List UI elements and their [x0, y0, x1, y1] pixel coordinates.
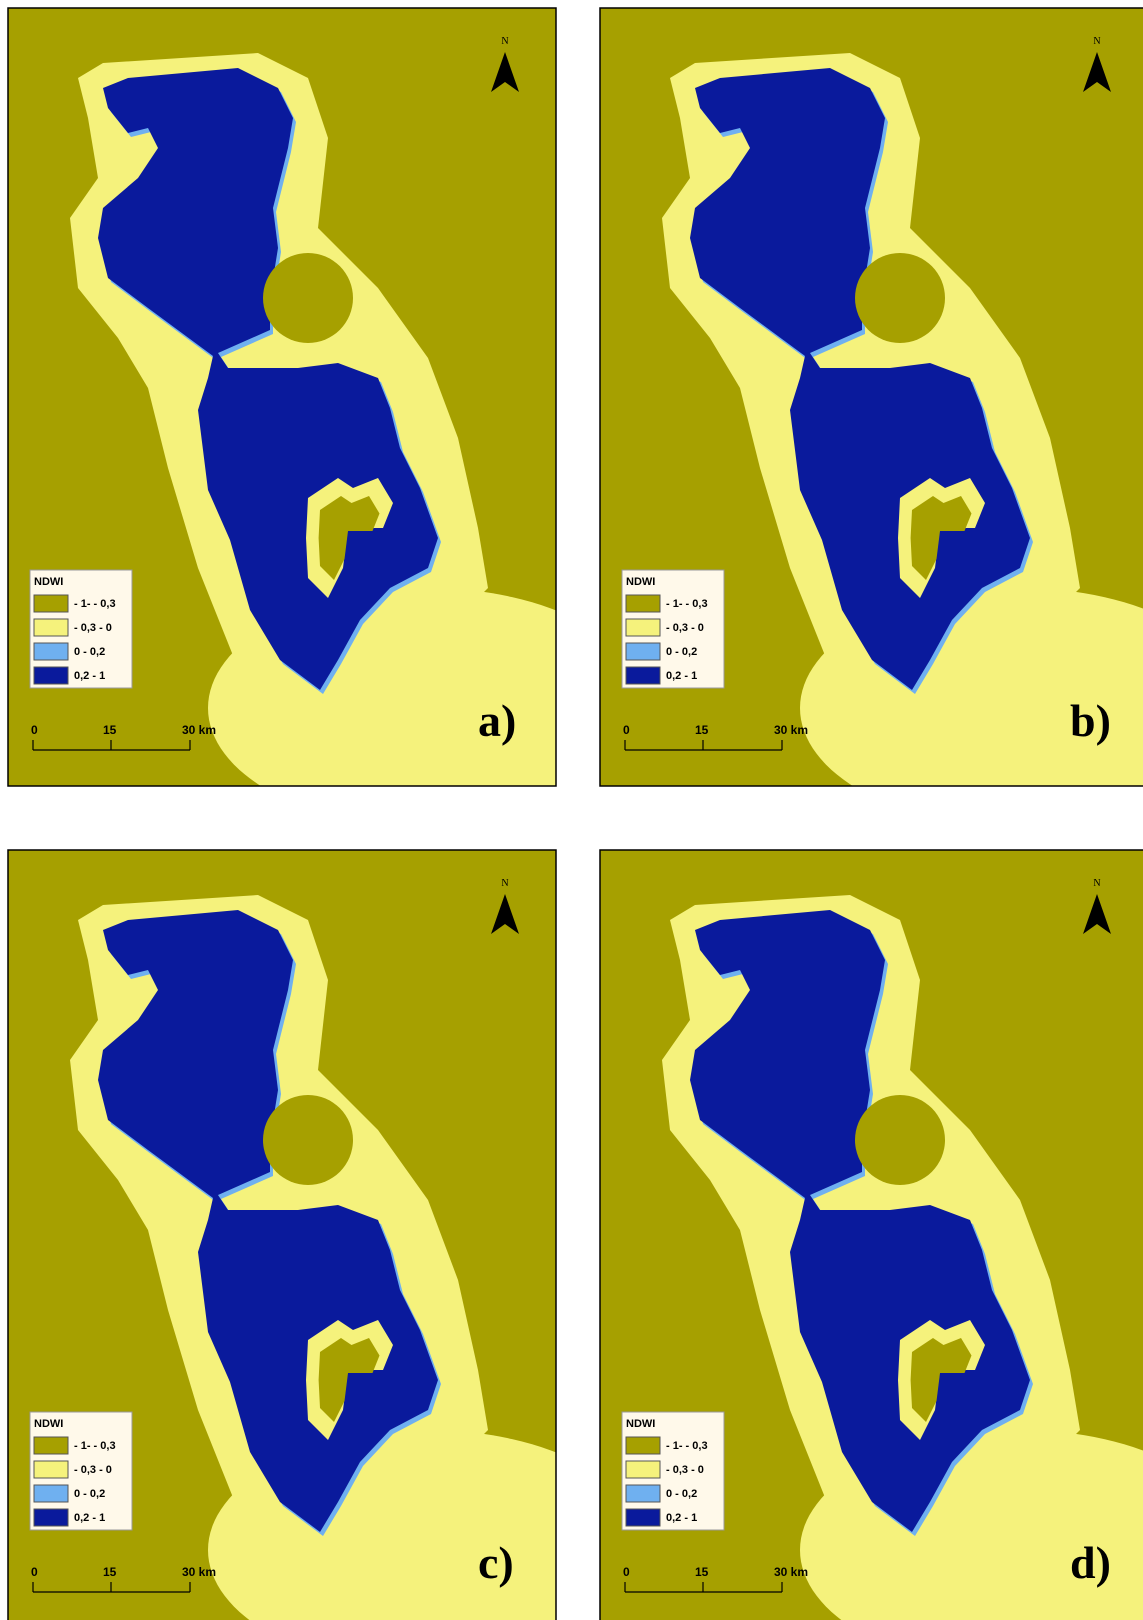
- scale-label: 30 km: [774, 1565, 808, 1579]
- legend-swatch: [33, 594, 69, 613]
- panel-label: d): [1070, 1537, 1111, 1588]
- map-content: [600, 8, 1143, 786]
- north-arrow: [1083, 52, 1111, 92]
- map-panel: N NDWI - 1- - 0,3 - 0,3 - 0 0 - 0,2 0,2 - 1 0 1…: [7, 7, 557, 787]
- legend-swatch: [33, 666, 69, 685]
- legend-swatch: [625, 1508, 661, 1527]
- legend-swatch: [625, 1436, 661, 1455]
- legend-label: 0 - 0,2: [74, 646, 105, 658]
- legend-label: 0,2 - 1: [74, 1512, 105, 1524]
- legend-label: 0,2 - 1: [666, 670, 697, 682]
- legend-label: 0,2 - 1: [666, 1512, 697, 1524]
- legend-swatch: [625, 642, 661, 661]
- panel-label: c): [478, 1537, 514, 1588]
- map-panel: N NDWI - 1- - 0,3 - 0,3 - 0 0 - 0,2 0,2 - 1 0 1…: [599, 7, 1143, 787]
- legend: NDWI - 1- - 0,3 - 0,3 - 0 0 - 0,2 0,2 - 1: [29, 569, 133, 689]
- island-core: [318, 496, 380, 580]
- lake: [690, 910, 1030, 1532]
- frame: [599, 7, 1143, 787]
- north-label: N: [1093, 36, 1100, 47]
- legend-title: NDWI: [34, 1418, 63, 1430]
- legend-label: - 1- - 0,3: [666, 598, 708, 610]
- legend-swatch: [33, 618, 69, 637]
- scale-label: 0: [623, 1565, 630, 1579]
- legend-label: 0 - 0,2: [666, 1488, 697, 1500]
- legend-swatch: [33, 1508, 69, 1527]
- legend-label: 0 - 0,2: [666, 646, 697, 658]
- legend-swatch: [625, 618, 661, 637]
- north-label: N: [501, 36, 508, 47]
- scale-label: 30 km: [182, 1565, 216, 1579]
- map-content: [8, 8, 556, 786]
- island-core: [910, 496, 972, 580]
- legend-swatch: [33, 1484, 69, 1503]
- legend-title: NDWI: [34, 576, 63, 588]
- scale-label: 15: [695, 723, 709, 737]
- lake: [690, 68, 1030, 690]
- scale-label: 15: [695, 1565, 709, 1579]
- panel-label: b): [1070, 695, 1111, 746]
- legend-label: - 1- - 0,3: [74, 598, 116, 610]
- legend: NDWI - 1- - 0,3 - 0,3 - 0 0 - 0,2 0,2 - 1: [29, 1411, 133, 1531]
- scale-label: 15: [103, 723, 117, 737]
- map-panel: N NDWI - 1- - 0,3 - 0,3 - 0 0 - 0,2 0,2 - 1 0 1…: [7, 849, 557, 1620]
- east-island: [855, 253, 945, 343]
- north-arrow: [491, 894, 519, 934]
- legend-swatch: [33, 1460, 69, 1479]
- lake: [98, 68, 438, 690]
- scale-label: 30 km: [182, 723, 216, 737]
- legend-title: NDWI: [626, 576, 655, 588]
- legend-label: 0 - 0,2: [74, 1488, 105, 1500]
- legend: NDWI - 1- - 0,3 - 0,3 - 0 0 - 0,2 0,2 - 1: [621, 569, 725, 689]
- legend-label: - 0,3 - 0: [74, 1464, 112, 1476]
- north-label: N: [501, 878, 508, 889]
- legend-label: - 0,3 - 0: [666, 1464, 704, 1476]
- island-core: [910, 1338, 972, 1422]
- legend-label: 0,2 - 1: [74, 670, 105, 682]
- north-arrow: [491, 52, 519, 92]
- legend-swatch: [33, 642, 69, 661]
- legend: NDWI - 1- - 0,3 - 0,3 - 0 0 - 0,2 0,2 - 1: [621, 1411, 725, 1531]
- legend-label: - 1- - 0,3: [666, 1440, 708, 1452]
- legend-swatch: [625, 666, 661, 685]
- east-island: [855, 1095, 945, 1185]
- scale-label: 0: [31, 1565, 38, 1579]
- panel-label: a): [478, 695, 516, 746]
- scale-label: 0: [623, 723, 630, 737]
- legend-swatch: [625, 594, 661, 613]
- frame: [7, 849, 557, 1620]
- legend-swatch: [33, 1436, 69, 1455]
- north-label: N: [1093, 878, 1100, 889]
- north-arrow: [1083, 894, 1111, 934]
- map-content: [600, 850, 1143, 1620]
- legend-label: - 0,3 - 0: [74, 622, 112, 634]
- scale-label: 15: [103, 1565, 117, 1579]
- legend-label: - 0,3 - 0: [666, 622, 704, 634]
- island-core: [318, 1338, 380, 1422]
- legend-label: - 1- - 0,3: [74, 1440, 116, 1452]
- scale-label: 30 km: [774, 723, 808, 737]
- legend-swatch: [625, 1460, 661, 1479]
- map-panel: N NDWI - 1- - 0,3 - 0,3 - 0 0 - 0,2 0,2 - 1 0 1…: [599, 849, 1143, 1620]
- east-island: [263, 253, 353, 343]
- east-island: [263, 1095, 353, 1185]
- legend-swatch: [625, 1484, 661, 1503]
- frame: [7, 7, 557, 787]
- lake: [98, 910, 438, 1532]
- scale-label: 0: [31, 723, 38, 737]
- legend-title: NDWI: [626, 1418, 655, 1430]
- frame: [599, 849, 1143, 1620]
